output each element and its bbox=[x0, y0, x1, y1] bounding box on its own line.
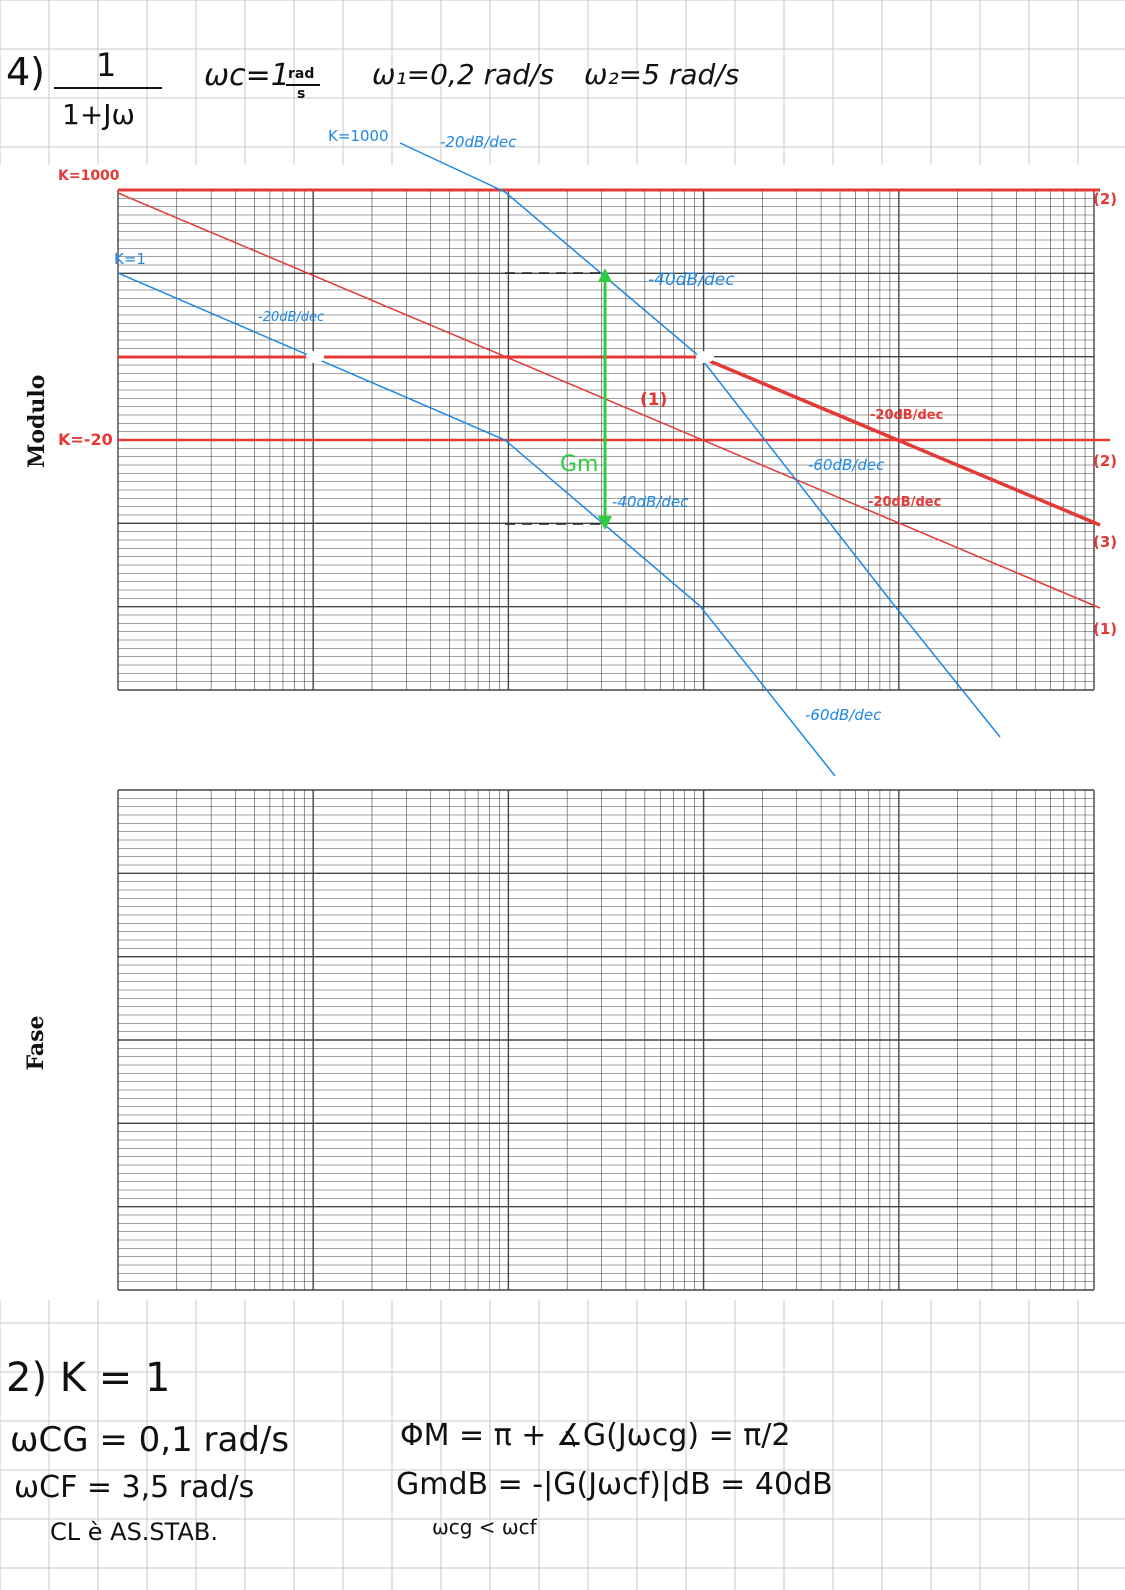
note-comparison: ωcg < ωcf bbox=[432, 1515, 537, 1539]
annotation-k-minus20: K=-20 bbox=[58, 430, 113, 449]
erased-mark-2 bbox=[696, 351, 714, 363]
annotation-label-1-right: (1) bbox=[1093, 620, 1118, 638]
note-gain-margin: GmdB = -|G(Jωcf)|dB = 40dB bbox=[396, 1467, 833, 1502]
red-line-slope-3 bbox=[699, 355, 1101, 527]
wc-unit-bottom: s bbox=[297, 86, 306, 102]
module-axis-label: Modulo bbox=[24, 374, 50, 468]
tf-numerator: 1 bbox=[96, 46, 117, 84]
annotation-k1000-top: K=1000 bbox=[328, 127, 389, 145]
annotation-k1000-red: K=1000 bbox=[58, 168, 120, 184]
wc-label: ωc=1 bbox=[204, 58, 290, 93]
phase-plot-grid bbox=[117, 789, 1095, 1291]
note-k: 2) K = 1 bbox=[6, 1355, 171, 1401]
annotation-slope-20-right1: -20dB/dec bbox=[870, 408, 944, 423]
annotation-slope-40-lower: -40dB/dec bbox=[612, 493, 689, 511]
red-line-slope-1 bbox=[117, 192, 1101, 609]
gain-margin-arrowhead-bottom bbox=[598, 516, 612, 530]
annotation-label-2-mid: (2) bbox=[1093, 452, 1118, 470]
note-phase-margin: ΦM = π + ∡G(Jωcg) = π/2 bbox=[400, 1418, 791, 1453]
annotation-slope-60-mid: -60dB/dec bbox=[808, 456, 885, 474]
annotation-gm: Gm bbox=[560, 452, 599, 477]
wc-unit-top: rad bbox=[288, 66, 315, 82]
annotation-slope-20-right2: -20dB/dec bbox=[868, 495, 942, 510]
annotation-slope-k1: -20dB/dec bbox=[258, 310, 325, 325]
note-wcf: ωCF = 3,5 rad/s bbox=[14, 1470, 255, 1505]
problem-number: 4) bbox=[6, 50, 46, 94]
w1-label: ω₁=0,2 rad/s bbox=[372, 58, 555, 91]
tf-fraction-bar bbox=[54, 87, 162, 89]
plot-panel-background bbox=[0, 165, 1125, 1300]
annotation-label-3: (3) bbox=[1093, 533, 1118, 551]
wc-unit-bar bbox=[286, 84, 320, 86]
w2-label: ω₂=5 rad/s bbox=[584, 58, 740, 91]
phase-axis-label: Fase bbox=[23, 1015, 49, 1071]
annotation-k1-blue: K=1 bbox=[114, 250, 146, 268]
erased-mark-1 bbox=[306, 351, 324, 363]
module-curves bbox=[117, 142, 1110, 777]
tf-denominator: 1+Jω bbox=[62, 98, 135, 131]
note-wcg: ωCG = 0,1 rad/s bbox=[10, 1420, 290, 1460]
note-stability: CL è AS.STAB. bbox=[50, 1518, 218, 1546]
annotation-slope-60-bottom: -60dB/dec bbox=[805, 706, 882, 724]
gain-margin-arrowhead-top bbox=[598, 268, 612, 282]
annotation-label-1-mid: (1) bbox=[640, 390, 668, 410]
annotation-slope-top: -20dB/dec bbox=[440, 133, 517, 151]
annotation-slope-40-upper: -40dB/dec bbox=[648, 270, 735, 290]
annotation-label-2-top: (2) bbox=[1093, 190, 1118, 208]
